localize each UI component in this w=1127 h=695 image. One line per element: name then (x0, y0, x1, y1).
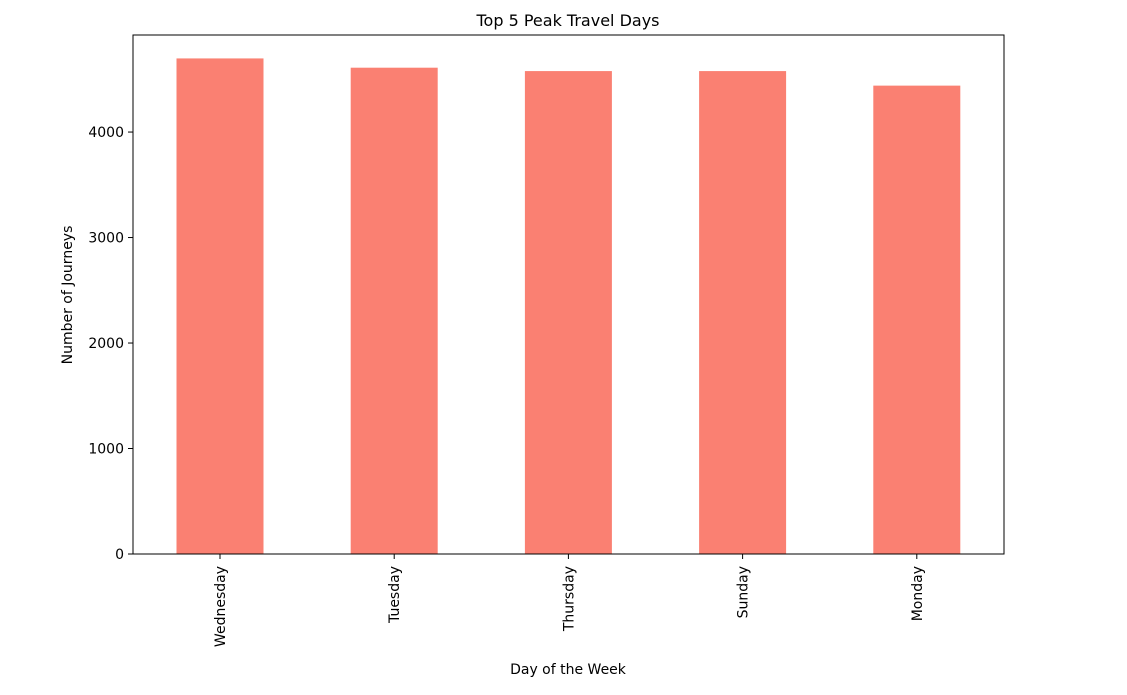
plot-frame (132, 34, 1005, 555)
bar-tuesday (350, 67, 438, 554)
y-tick-label: 1000 (88, 442, 124, 458)
chart-title: Top 5 Peak Travel Days (475, 11, 659, 30)
y-tick-label: 4000 (88, 125, 124, 141)
x-tick-label: Tuesday (387, 566, 403, 624)
bars-group (176, 58, 961, 555)
x-axis-label: Day of the Week (510, 662, 627, 678)
bar-thursday (524, 71, 612, 554)
bar-monday (873, 85, 961, 554)
y-axis-label: Number of Journeys (60, 226, 76, 365)
x-tick-label: Sunday (736, 566, 752, 618)
x-tick-label: Monday (910, 566, 926, 621)
y-tick-label: 0 (115, 547, 124, 563)
y-tick-label: 3000 (88, 231, 124, 247)
bar-sunday (699, 71, 787, 554)
x-axis: Wednesday Tuesday Thursday Sunday Monday (213, 554, 926, 647)
x-tick-label: Thursday (561, 566, 577, 632)
x-tick-label: Wednesday (213, 566, 229, 647)
bar-wednesday (176, 58, 264, 555)
y-axis: 0 1000 2000 3000 4000 (88, 125, 133, 563)
y-tick-label: 2000 (88, 336, 124, 352)
